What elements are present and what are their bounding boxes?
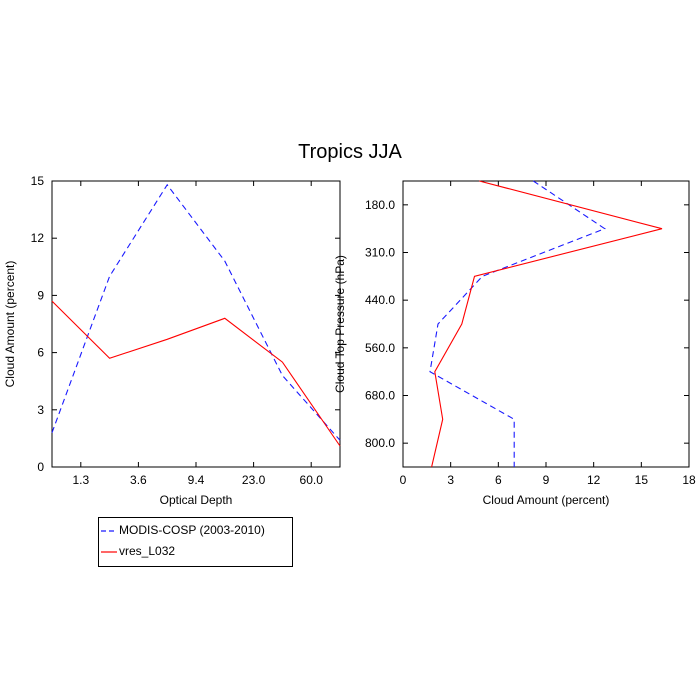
legend-entry-model: vres_L032 <box>99 541 292 561</box>
left-y-tick-label: 0 <box>37 460 44 474</box>
right-x-tick-label: 0 <box>400 473 407 487</box>
right-x-tick-label: 3 <box>447 473 454 487</box>
right-y-tick-label: 800.0 <box>365 436 395 450</box>
right-series-modis-line <box>429 180 606 467</box>
right-x-tick-label: 12 <box>587 473 601 487</box>
legend: MODIS-COSP (2003-2010) vres_L032 <box>98 517 293 567</box>
right-x-axis-label: Cloud Amount (percent) <box>483 493 610 507</box>
legend-entry-modis: MODIS-COSP (2003-2010) <box>99 520 292 540</box>
right-series-model-line <box>431 180 663 468</box>
right-y-axis-label: Cloud Top Pressure (hPa) <box>333 255 347 393</box>
chart-title: Tropics JJA <box>298 141 402 163</box>
right-x-tick-label: 9 <box>543 473 550 487</box>
left-series-modis-line <box>51 183 341 441</box>
legend-label-modis: MODIS-COSP (2003-2010) <box>119 523 265 537</box>
left-y-tick-label: 3 <box>37 403 44 417</box>
legend-swatch-model <box>101 551 117 553</box>
right-plot-frame <box>402 180 690 468</box>
left-x-tick-label: 1.3 <box>72 473 89 487</box>
legend-swatch-modis <box>101 530 117 532</box>
left-x-tick-label: 3.6 <box>130 473 147 487</box>
left-x-tick-label: 23.0 <box>242 473 266 487</box>
left-y-axis-label: Cloud Amount (percent) <box>3 261 17 388</box>
legend-label-model: vres_L032 <box>119 544 176 558</box>
left-y-tick-label: 9 <box>37 288 44 302</box>
right-x-tick-label: 6 <box>495 473 502 487</box>
left-plot-frame <box>51 180 341 468</box>
left-x-tick-label: 9.4 <box>188 473 205 487</box>
right-y-tick-label: 310.0 <box>365 246 395 260</box>
right-y-tick-label: 680.0 <box>365 389 395 403</box>
left-y-tick-label: 6 <box>37 346 44 360</box>
right-y-tick-label: 560.0 <box>365 341 395 355</box>
right-x-tick-label: 15 <box>635 473 649 487</box>
right-y-tick-label: 440.0 <box>365 293 395 307</box>
right-y-tick-label: 180.0 <box>365 198 395 212</box>
right-x-tick-label: 18 <box>682 473 696 487</box>
left-y-tick-label: 12 <box>31 231 45 245</box>
left-x-axis-label: Optical Depth <box>160 493 233 507</box>
left-series-model-line <box>51 300 341 447</box>
left-x-tick-label: 60.0 <box>300 473 324 487</box>
left-y-tick-label: 15 <box>31 174 45 188</box>
